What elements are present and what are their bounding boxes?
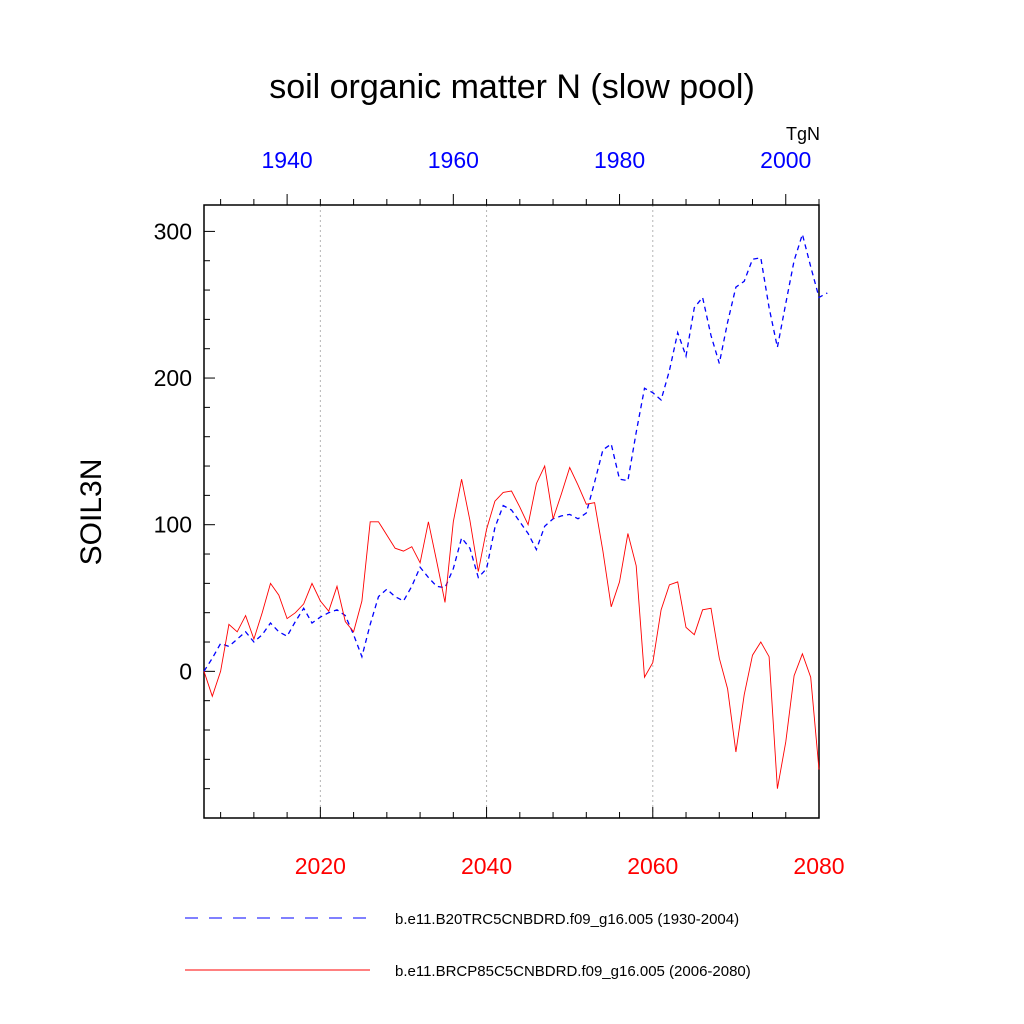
bottom-tick-label: 2040 [461,853,512,879]
grid-lines [319,205,654,818]
top-tick-label: 2000 [760,147,811,173]
y-axis-label: SOIL3N [75,459,108,566]
y-tick-label: 200 [154,365,192,391]
y-tick-label: 0 [179,658,192,684]
y-tick-label: 300 [154,218,192,244]
bottom-tick-label: 2080 [793,853,844,879]
top-tick-label: 1940 [262,147,313,173]
legend: b.e11.B20TRC5CNBDRD.f09_g16.005 (1930-20… [185,911,751,980]
plot-frame [203,204,820,819]
series-line-historical [203,231,828,672]
y-tick-label: 100 [154,512,192,538]
series-line-rcp85 [203,464,820,789]
bottom-tick-label: 2060 [627,853,678,879]
legend-label: b.e11.B20TRC5CNBDRD.f09_g16.005 (1930-20… [395,911,739,928]
chart-title: soil organic matter N (slow pool) [269,68,755,106]
bottom-tick-label: 2020 [295,853,346,879]
units-label: TgN [786,124,820,144]
axes: 0 100 200 300 1940 1960 1980 2000 2020 2040 2060 20… [154,147,845,879]
top-tick-label: 1960 [428,147,479,173]
series-group [203,231,828,789]
top-tick-label: 1980 [594,147,645,173]
legend-label: b.e11.BRCP85C5CNBDRD.f09_g16.005 (2006-2… [395,963,751,980]
